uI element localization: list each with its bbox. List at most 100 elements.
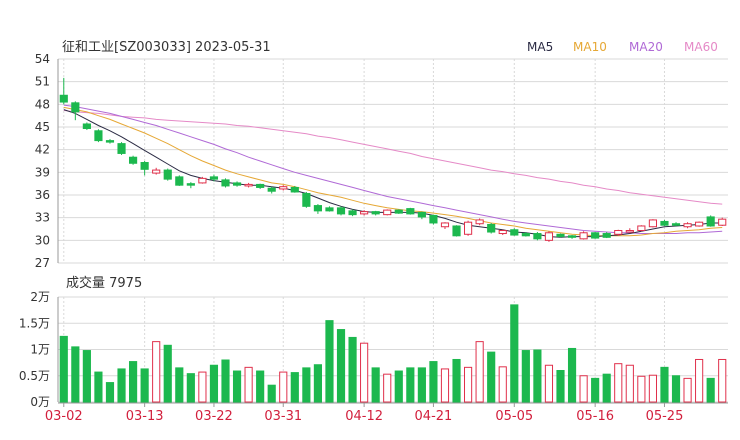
volume-bar [660, 366, 669, 403]
ma20-line [63, 104, 723, 234]
volume-bar [614, 363, 623, 403]
candle-body [129, 156, 138, 164]
candle-body [175, 176, 184, 186]
price-tick-label: 30 [35, 233, 50, 247]
candle-body [406, 208, 415, 215]
price-tick-label: 42 [35, 143, 50, 157]
volume-bar [579, 375, 588, 403]
x-axis: 03-02 03-13 03-22 03-31 04-12 04-21 05-05 05-16… [45, 402, 728, 424]
volume-bar [637, 375, 646, 403]
volume-bar [129, 361, 138, 403]
volume-panel: 2万 1.5万 1万 0.5万 0万 [19, 290, 728, 409]
candle-body [544, 232, 554, 241]
candle-body [290, 186, 299, 193]
candle-body [360, 211, 369, 215]
volume-bar [394, 370, 403, 403]
volume-bar [71, 346, 80, 403]
volume-bar [360, 342, 369, 403]
volume-bar [556, 370, 565, 403]
x-tick-label: 05-05 [495, 409, 533, 424]
volume-title: 成交量 7975 [66, 275, 142, 291]
volume-bar [256, 370, 265, 403]
volume-bar [209, 364, 219, 403]
candle-body [579, 232, 588, 240]
volume-bar [336, 329, 346, 403]
volume-bar [140, 368, 149, 403]
legend-item-ma10: MA10 [573, 40, 607, 54]
volume-bar [510, 304, 519, 403]
volume-bar [683, 377, 692, 403]
candle-body [198, 177, 207, 184]
candle-body [440, 222, 450, 228]
volume-bar [371, 367, 380, 403]
x-tick-label: 05-25 [646, 409, 684, 424]
ma5-line [63, 109, 723, 238]
candle-body [498, 230, 507, 235]
candle-body [637, 225, 646, 232]
legend-item-ma60: MA60 [684, 40, 718, 54]
candle-body [140, 162, 149, 170]
volume-bar [706, 377, 715, 403]
volume-bar [544, 364, 554, 403]
price-tick-label: 54 [35, 52, 50, 66]
x-tick-label: 04-21 [415, 409, 453, 424]
volume-bar [671, 375, 681, 403]
volume-bar [429, 361, 438, 403]
volume-bar [406, 367, 415, 403]
candle-body [209, 176, 219, 180]
volume-bar [313, 364, 322, 403]
volume-bar [59, 335, 68, 403]
candle-body [417, 211, 426, 218]
chart-title: 征和工业[SZ003033] 2023-05-31 [62, 40, 271, 55]
volume-bar [417, 367, 426, 403]
volume-bar [464, 366, 473, 403]
candle-body [452, 225, 461, 237]
x-tick-label: 04-12 [345, 409, 383, 424]
volume-bar [82, 350, 91, 403]
candle-body [718, 218, 727, 226]
candle-body [394, 209, 403, 214]
price-panel: 54 51 48 45 42 39 36 33 30 27 [35, 52, 728, 402]
candle-body [313, 205, 322, 212]
candle-body [221, 179, 230, 187]
volume-bar [567, 347, 577, 403]
candle-body [82, 123, 91, 130]
candle-body [706, 216, 715, 227]
volume-bar [198, 371, 207, 403]
volume-bar [302, 367, 311, 403]
candle-body [117, 143, 126, 154]
volume-bar [718, 358, 727, 403]
volume-bar [244, 366, 253, 403]
volume-bar [267, 384, 276, 403]
candle-body [602, 233, 611, 238]
volume-bar [325, 320, 334, 403]
candle-body [671, 223, 681, 226]
volume-bar [94, 371, 103, 403]
volume-bar [383, 373, 392, 403]
candle-body [510, 229, 519, 236]
volume-tick-label: 1.5万 [19, 316, 50, 330]
volume-bar [279, 371, 288, 403]
candle-body [94, 130, 103, 142]
candle-body [660, 220, 669, 226]
candle-body [475, 219, 484, 225]
candle-body [256, 183, 265, 188]
volume-bar [175, 367, 184, 403]
volume-tick-label: 0.5万 [19, 369, 50, 383]
volume-bar [487, 351, 496, 403]
candle-body [625, 230, 634, 233]
volume-bar [521, 350, 530, 403]
volume-bar [232, 370, 242, 403]
legend-item-ma20: MA20 [629, 40, 663, 54]
candle-body [105, 140, 115, 143]
volume-bar [591, 377, 600, 403]
volume-bar [152, 341, 161, 403]
candle-body [521, 233, 530, 237]
candle-body [71, 102, 80, 113]
candle-body [464, 221, 473, 235]
candle-body [383, 209, 392, 216]
candle-body [186, 183, 195, 186]
legend: MA5 MA10 MA20 MA60 [527, 40, 718, 54]
candle-body [614, 230, 623, 235]
volume-bar [533, 349, 542, 403]
